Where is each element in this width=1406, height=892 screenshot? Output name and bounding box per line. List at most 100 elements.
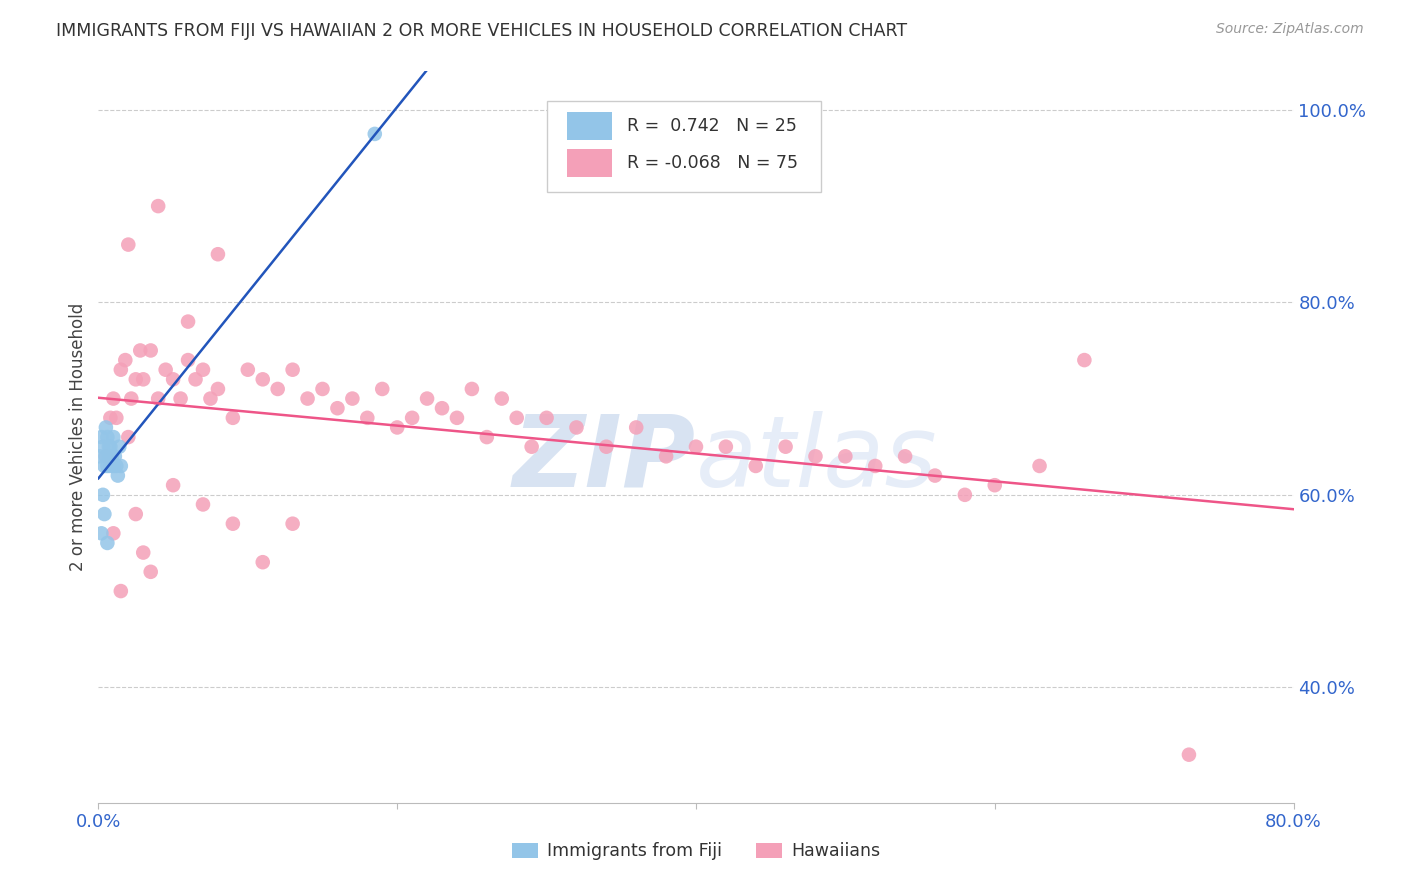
Point — [148, 392, 170, 406]
Point — [177, 353, 200, 368]
Point — [430, 401, 453, 416]
Point — [93, 507, 115, 521]
Point — [162, 478, 184, 492]
Point — [894, 450, 917, 464]
Point — [595, 440, 617, 454]
Point — [953, 488, 976, 502]
Point — [110, 584, 132, 599]
Text: Source: ZipAtlas.com: Source: ZipAtlas.com — [1216, 22, 1364, 37]
Point — [94, 450, 117, 464]
Point — [311, 382, 333, 396]
Point — [98, 410, 122, 425]
Point — [103, 392, 125, 406]
Point — [125, 507, 148, 521]
Text: R = -0.068   N = 75: R = -0.068 N = 75 — [627, 153, 797, 172]
Point — [834, 450, 856, 464]
Point — [385, 420, 409, 434]
Point — [96, 430, 118, 444]
Point — [281, 516, 304, 531]
Point — [139, 343, 162, 358]
Point — [125, 372, 148, 386]
Point — [105, 458, 128, 473]
Point — [267, 382, 290, 396]
Point — [94, 450, 117, 464]
Point — [342, 392, 364, 406]
Point — [297, 392, 319, 406]
Point — [200, 392, 222, 406]
Point — [117, 237, 139, 252]
Point — [775, 440, 797, 454]
FancyBboxPatch shape — [547, 101, 821, 192]
Point — [1028, 458, 1050, 473]
Point — [117, 430, 139, 444]
Point — [326, 401, 349, 416]
Point — [110, 362, 132, 376]
Point — [155, 362, 177, 376]
Point — [536, 410, 558, 425]
Point — [236, 362, 259, 376]
Point — [475, 430, 498, 444]
Point — [714, 440, 737, 454]
Point — [1073, 353, 1095, 368]
Point — [148, 199, 170, 213]
Point — [745, 458, 768, 473]
Y-axis label: 2 or more Vehicles in Household: 2 or more Vehicles in Household — [69, 303, 87, 571]
Point — [104, 450, 127, 464]
Point — [416, 392, 439, 406]
Point — [90, 526, 112, 541]
Bar — [567, 149, 613, 177]
Point — [252, 372, 274, 386]
Text: atlas: atlas — [696, 410, 938, 508]
Point — [91, 488, 114, 502]
Point — [252, 555, 274, 569]
Point — [108, 440, 131, 454]
Point — [371, 382, 394, 396]
Point — [129, 343, 152, 358]
Point — [506, 410, 529, 425]
Point — [685, 440, 707, 454]
Point — [520, 440, 543, 454]
Point — [1178, 747, 1201, 762]
Point — [364, 127, 387, 141]
Point — [356, 410, 378, 425]
Point — [461, 382, 484, 396]
Legend: Immigrants from Fiji, Hawaiians: Immigrants from Fiji, Hawaiians — [505, 836, 887, 867]
Point — [655, 450, 678, 464]
Point — [804, 450, 827, 464]
Point — [626, 420, 648, 434]
Point — [101, 450, 124, 464]
Point — [103, 430, 125, 444]
Text: ZIP: ZIP — [513, 410, 696, 508]
Point — [446, 410, 468, 425]
Point — [177, 315, 200, 329]
Point — [120, 392, 142, 406]
Point — [114, 353, 136, 368]
Point — [97, 450, 120, 464]
Point — [91, 440, 114, 454]
Point — [110, 458, 132, 473]
Point — [96, 536, 118, 550]
Point — [98, 440, 122, 454]
Point — [89, 450, 111, 464]
Point — [105, 410, 128, 425]
Point — [984, 478, 1007, 492]
Point — [169, 392, 191, 406]
Point — [281, 362, 304, 376]
Point — [94, 420, 117, 434]
Point — [924, 468, 946, 483]
Point — [491, 392, 513, 406]
Point — [93, 458, 115, 473]
Point — [222, 516, 245, 531]
Text: IMMIGRANTS FROM FIJI VS HAWAIIAN 2 OR MORE VEHICLES IN HOUSEHOLD CORRELATION CHA: IMMIGRANTS FROM FIJI VS HAWAIIAN 2 OR MO… — [56, 22, 907, 40]
Point — [401, 410, 423, 425]
Point — [865, 458, 887, 473]
Point — [184, 372, 207, 386]
Point — [207, 382, 229, 396]
Point — [132, 545, 155, 559]
Point — [103, 458, 125, 473]
Point — [191, 498, 214, 512]
Bar — [567, 112, 613, 140]
Point — [222, 410, 245, 425]
Text: R =  0.742   N = 25: R = 0.742 N = 25 — [627, 117, 797, 136]
Point — [96, 458, 118, 473]
